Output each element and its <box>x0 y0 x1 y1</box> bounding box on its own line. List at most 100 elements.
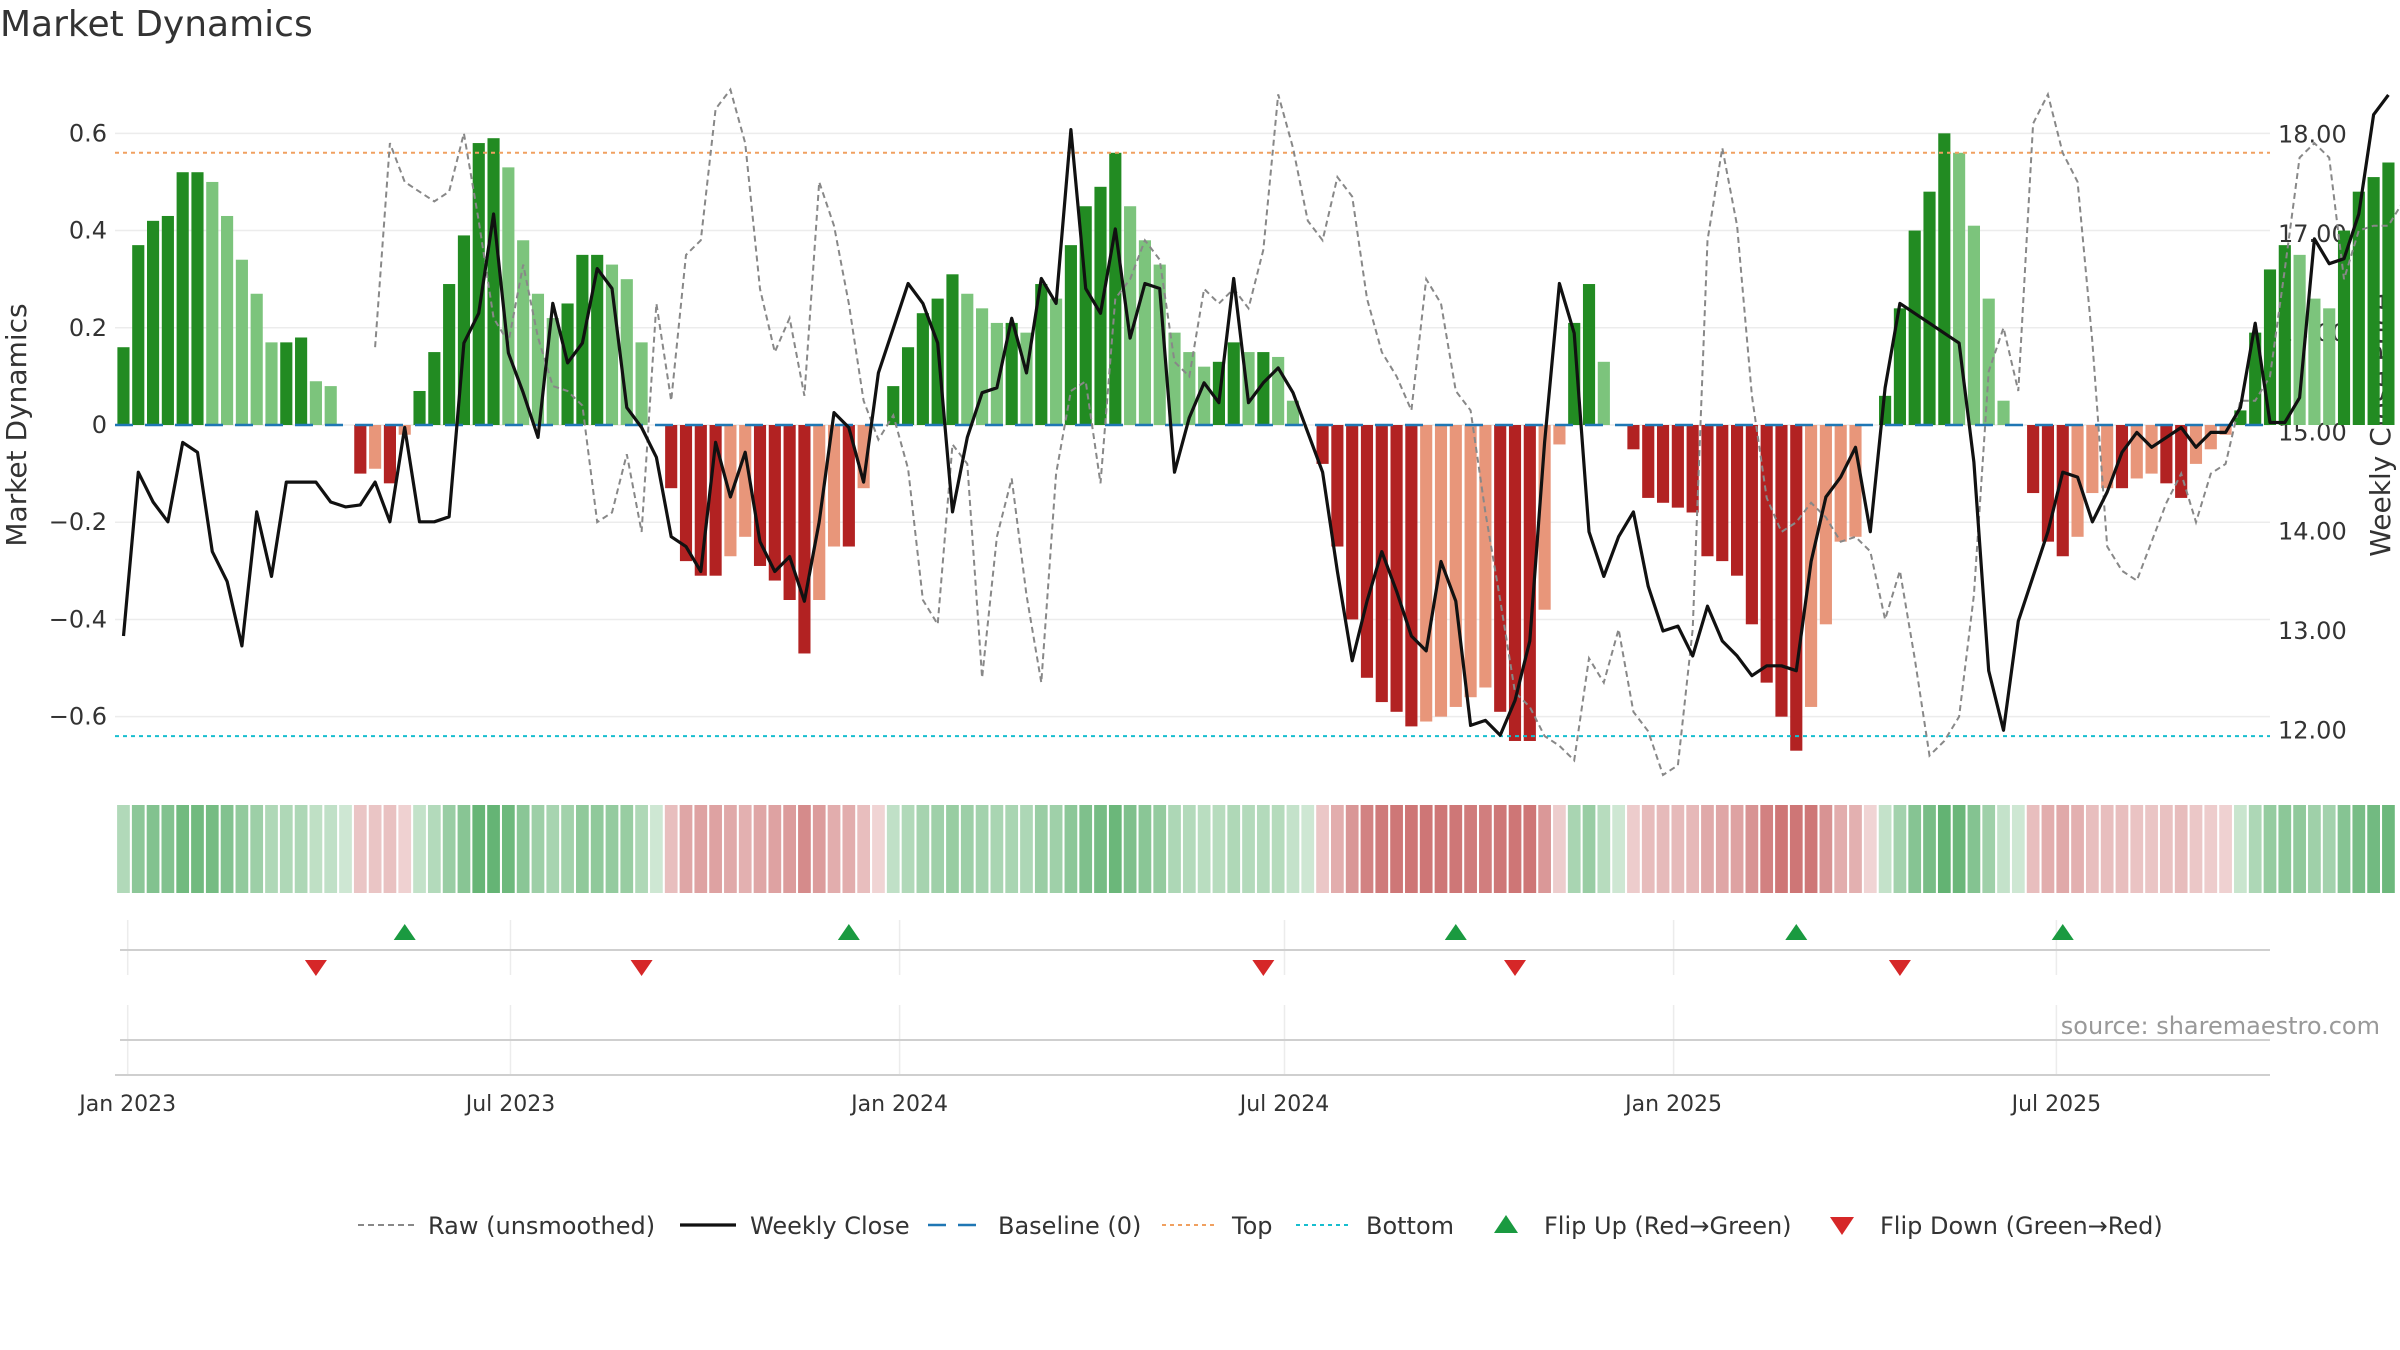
legend-label: Flip Up (Red→Green) <box>1544 1212 1792 1240</box>
regime-band-cell <box>1256 805 1270 893</box>
regime-band-cell <box>842 805 856 893</box>
dynamics-bar <box>1153 264 1166 425</box>
dynamics-bar <box>2367 177 2380 425</box>
y-tick-label: −0.2 <box>49 508 107 536</box>
regime-band-cell <box>946 805 959 893</box>
regime-band-cell <box>2337 805 2351 893</box>
regime-band-cell <box>1182 805 1196 893</box>
legend-label: Bottom <box>1366 1212 1454 1240</box>
dynamics-bar <box>1227 342 1240 425</box>
regime-band-cell <box>324 805 338 893</box>
dynamics-bar <box>2352 191 2365 425</box>
dynamics-bar <box>428 352 441 425</box>
regime-band-cell <box>1108 805 1122 893</box>
regime-band-cell <box>2041 805 2055 893</box>
regime-band-cell <box>561 805 574 893</box>
regime-band-cell <box>2011 805 2025 893</box>
regime-band-cell <box>1197 805 1211 893</box>
regime-band-cell <box>753 805 767 893</box>
dynamics-bar <box>443 284 456 425</box>
dynamics-bar <box>1967 225 1980 425</box>
regime-band-cell <box>1493 805 1507 893</box>
regime-band-cell <box>664 805 678 893</box>
dynamics-bar <box>146 220 160 425</box>
regime-band-cell <box>2056 805 2070 893</box>
legend-label: Flip Down (Green→Red) <box>1880 1212 2163 1240</box>
dynamics-bar <box>1656 425 1670 503</box>
regime-band-cell <box>1908 805 1922 893</box>
regime-band-cell <box>1168 805 1181 893</box>
regime-band-cell <box>2145 805 2158 893</box>
dynamics-bar <box>1923 191 1936 425</box>
dynamics-bar <box>2323 308 2336 425</box>
regime-band-cell <box>1952 805 1966 893</box>
x-tick-label: Jul 2025 <box>2010 1092 2102 1117</box>
regime-band-cell <box>1020 805 1033 893</box>
dynamics-bar <box>413 390 426 425</box>
regime-band-cell <box>812 805 826 893</box>
regime-band-cell <box>2234 805 2247 893</box>
legend-label: Weekly Close <box>750 1212 910 1240</box>
dynamics-bar <box>369 425 382 469</box>
regime-band-cell <box>1286 805 1300 893</box>
dynamics-bar <box>383 425 396 484</box>
regime-band-cell <box>2248 805 2262 893</box>
regime-band-cell <box>590 805 604 893</box>
y2-tick-label: 18.00 <box>2278 121 2347 149</box>
dynamics-bar <box>946 274 959 425</box>
regime-band-cell <box>1641 805 1655 893</box>
y-tick-label: 0.6 <box>69 119 107 147</box>
regime-band-cell <box>1242 805 1255 893</box>
dynamics-bar <box>517 240 530 425</box>
dynamics-bar <box>1494 425 1507 712</box>
regime-band-cell <box>146 805 160 893</box>
dynamics-bar <box>2308 298 2321 425</box>
regime-band-cell <box>1597 805 1611 893</box>
regime-band-cell <box>220 805 234 893</box>
dynamics-bar <box>1819 425 1832 625</box>
dynamics-bar <box>665 425 678 489</box>
dynamics-bar <box>2382 162 2395 425</box>
dynamics-bar <box>1834 425 1847 542</box>
regime-band-cell <box>1863 805 1877 893</box>
dynamics-bar <box>250 293 263 425</box>
dynamics-bar <box>887 386 900 425</box>
regime-band-cell <box>265 805 278 893</box>
dynamics-bar <box>221 215 234 425</box>
regime-band-cell <box>398 805 412 893</box>
dynamics-bar <box>679 425 693 562</box>
regime-band-cell <box>1701 805 1714 893</box>
regime-band-cell <box>2189 805 2203 893</box>
regime-band-cell <box>990 805 1004 893</box>
dynamics-bar <box>635 342 648 425</box>
regime-band-cell <box>235 805 249 893</box>
dynamics-bar <box>1064 245 1077 425</box>
dynamics-bar <box>2101 425 2114 489</box>
x-tick-label: Jul 2023 <box>464 1092 556 1117</box>
dynamics-bar <box>1286 400 1300 425</box>
regime-band-cell <box>975 805 989 893</box>
regime-band-cell <box>531 805 545 893</box>
legend-label: Raw (unsmoothed) <box>428 1212 655 1240</box>
dynamics-bar <box>2175 425 2188 498</box>
regime-band-cell <box>2160 805 2173 893</box>
regime-band-cell <box>1405 805 1418 893</box>
regime-band-cell <box>1612 805 1626 893</box>
flip-down-marker <box>304 960 327 976</box>
regime-band-cell <box>1878 805 1892 893</box>
regime-band-cell <box>1079 805 1093 893</box>
regime-band-cell <box>250 805 264 893</box>
dynamics-bar <box>354 425 367 474</box>
regime-band-cell <box>413 805 426 893</box>
regime-band-cell <box>1982 805 1996 893</box>
regime-band-cell <box>724 805 737 893</box>
legend-label: Top <box>1231 1212 1273 1240</box>
dynamics-bar <box>1745 425 1758 625</box>
regime-band-cell <box>1390 805 1403 893</box>
dynamics-bar <box>1375 425 1388 703</box>
x-tick-label: Jan 2024 <box>849 1092 948 1117</box>
dynamics-bar <box>2278 245 2291 425</box>
regime-band-cell <box>1553 805 1566 893</box>
dynamics-bar <box>724 425 737 557</box>
dynamics-bar <box>976 308 989 425</box>
